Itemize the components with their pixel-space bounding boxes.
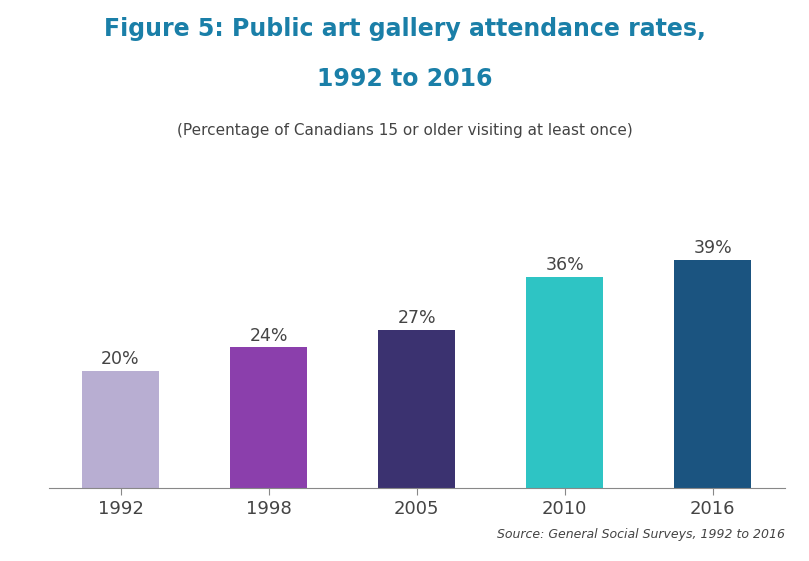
Text: Figure 5: Public art gallery attendance rates,: Figure 5: Public art gallery attendance …: [104, 17, 705, 41]
Text: Source: General Social Surveys, 1992 to 2016: Source: General Social Surveys, 1992 to …: [497, 528, 785, 541]
Bar: [82, 371, 159, 488]
Bar: [526, 277, 604, 488]
Text: 20%: 20%: [101, 350, 140, 368]
Text: 27%: 27%: [397, 309, 436, 327]
Text: (Percentage of Canadians 15 or older visiting at least once): (Percentage of Canadians 15 or older vis…: [176, 123, 633, 139]
Bar: [674, 260, 752, 488]
Bar: [378, 330, 455, 488]
Text: 36%: 36%: [545, 256, 584, 274]
Text: 24%: 24%: [249, 327, 288, 344]
Bar: [230, 347, 307, 488]
Text: 39%: 39%: [693, 238, 732, 256]
Text: 1992 to 2016: 1992 to 2016: [317, 67, 492, 91]
